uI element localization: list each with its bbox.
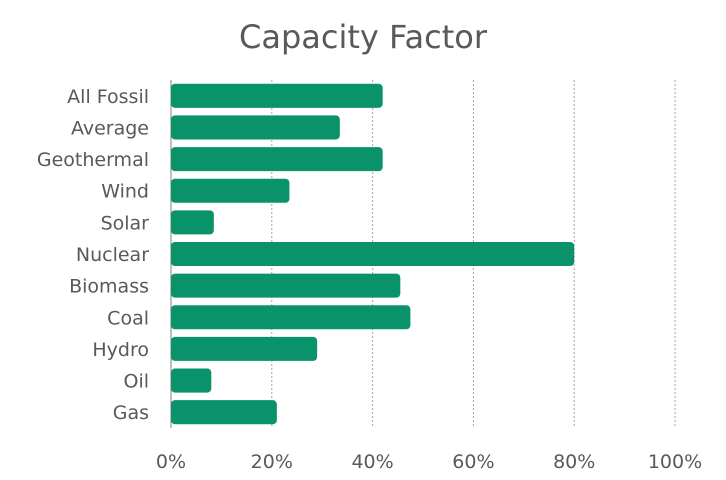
x-tick-label: 0% [156, 451, 186, 473]
bar [171, 147, 383, 172]
category-label: Average [71, 117, 149, 139]
x-tick-label: 80% [553, 451, 595, 473]
bar [171, 400, 277, 425]
x-tick-label: 100% [648, 451, 702, 473]
category-label: Coal [107, 307, 149, 329]
x-tick-label: 60% [452, 451, 494, 473]
category-label: Oil [123, 371, 149, 393]
category-label: Wind [101, 181, 149, 203]
category-label: All Fossil [67, 86, 149, 108]
tick-labels: 0% 20% 40% 60% 80% 100% [156, 451, 702, 473]
category-label: Nuclear [76, 244, 149, 266]
category-label: Biomass [69, 276, 149, 298]
category-labels: All Fossil Average Geothermal Wind Solar Nucl… [37, 86, 149, 424]
category-label: Gas [113, 402, 149, 424]
bar [171, 368, 212, 393]
category-label: Geothermal [37, 149, 149, 171]
bar [171, 178, 290, 203]
bar [171, 336, 318, 361]
category-label: Hydro [92, 339, 149, 361]
category-label: Solar [101, 212, 150, 234]
bar [171, 83, 383, 108]
bar [171, 115, 340, 140]
x-tick-label: 40% [351, 451, 393, 473]
x-tick-label: 20% [251, 451, 293, 473]
bar [171, 210, 214, 235]
chart-title: Capacity Factor [239, 18, 488, 56]
bar [171, 273, 401, 298]
bars [171, 83, 575, 425]
bar [171, 305, 411, 330]
bar [171, 241, 575, 267]
